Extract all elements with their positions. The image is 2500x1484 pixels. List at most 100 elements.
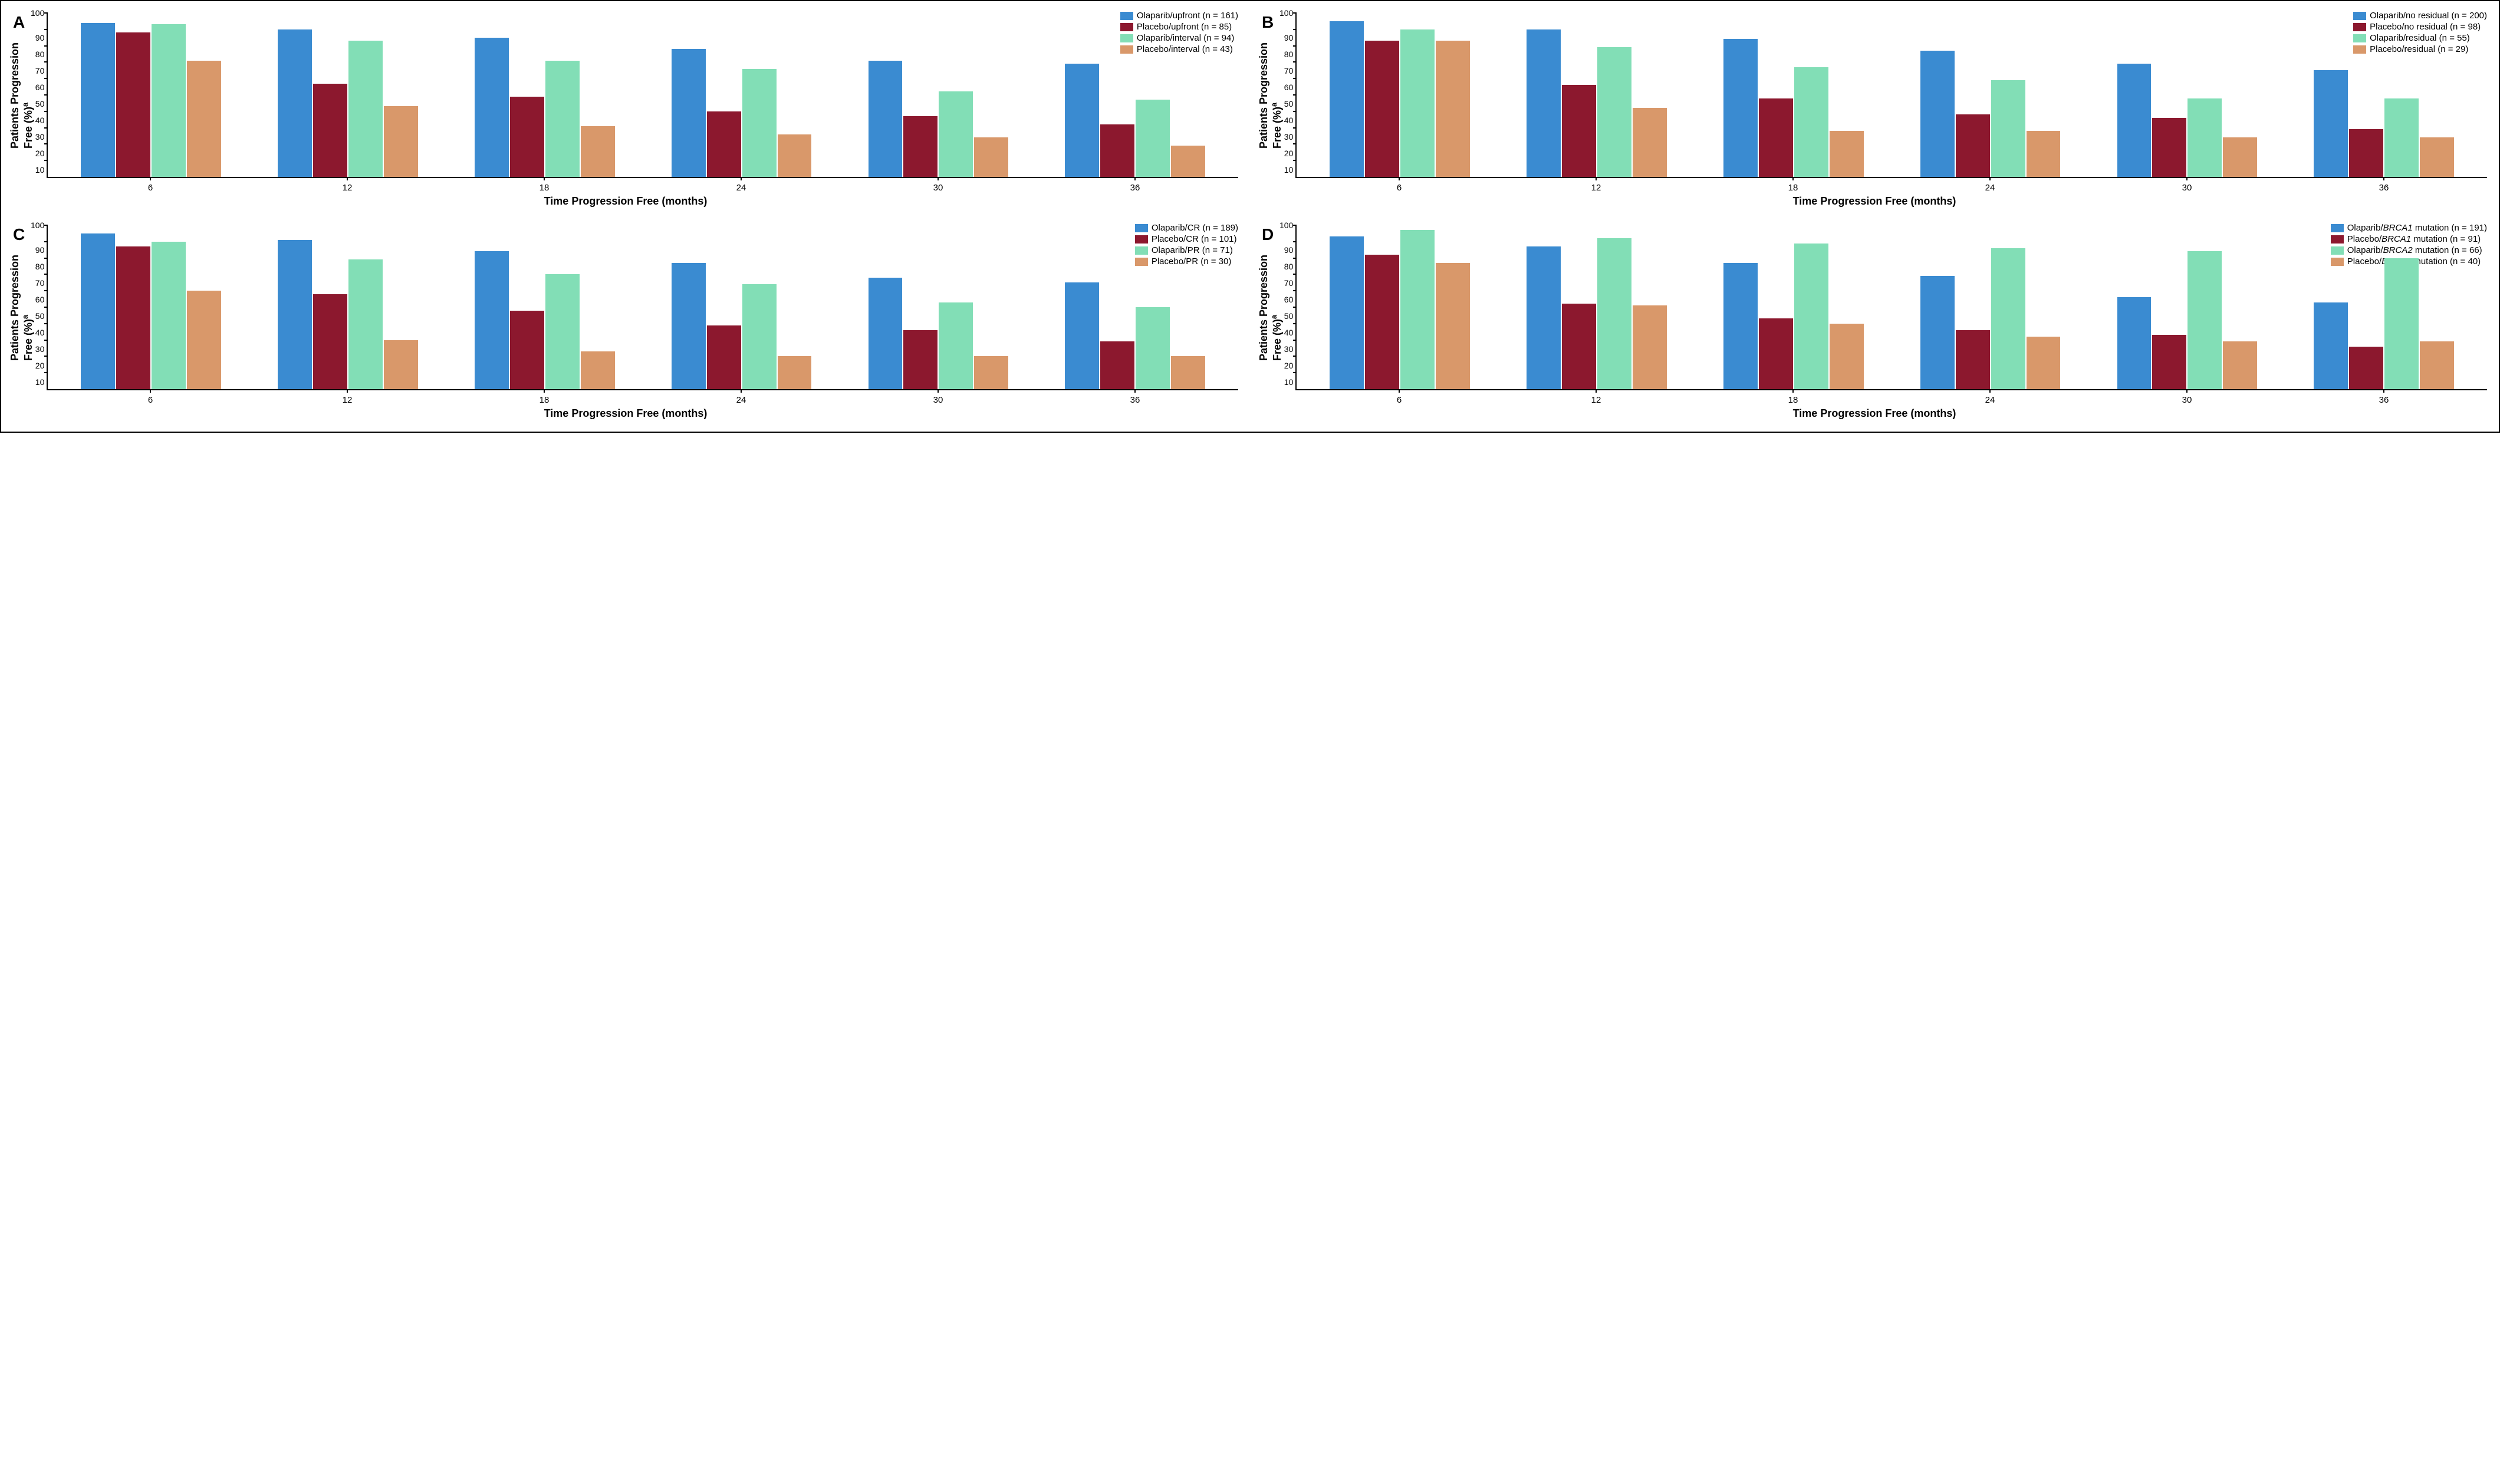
x-tick: 36 <box>2285 390 2482 405</box>
bar <box>2188 98 2222 177</box>
y-tick: 90 <box>1284 34 1294 42</box>
y-tick-mark <box>1293 225 1297 226</box>
bar <box>2027 337 2061 389</box>
y-tick-mark <box>44 241 48 242</box>
x-tick: 36 <box>1037 390 1233 405</box>
y-tick-mark <box>44 274 48 275</box>
y-tick-mark <box>1293 45 1297 47</box>
bar <box>1830 324 1864 389</box>
y-tick-mark <box>1293 160 1297 161</box>
bar <box>1436 263 1470 389</box>
panel-letter: B <box>1262 13 1274 32</box>
bar <box>2117 64 2152 177</box>
bar <box>1991 248 2025 389</box>
x-tick: 18 <box>1695 390 1892 405</box>
y-tick: 30 <box>1284 345 1294 353</box>
x-tick: 12 <box>1498 178 1695 193</box>
y-tick-mark <box>1293 78 1297 79</box>
bar-group <box>1892 13 2089 177</box>
y-tick: 30 <box>35 133 45 141</box>
bar <box>707 325 741 389</box>
x-tick: 6 <box>1301 178 1498 193</box>
y-tick: 60 <box>35 83 45 91</box>
bar <box>1597 47 1631 177</box>
y-tick: 80 <box>1284 50 1294 58</box>
bar <box>939 302 973 389</box>
y-tick: 20 <box>1284 361 1294 370</box>
bar <box>1065 282 1099 389</box>
x-tick: 12 <box>249 390 446 405</box>
bar <box>869 61 903 177</box>
bar <box>545 61 580 177</box>
bar <box>313 294 347 389</box>
y-tick-mark <box>44 45 48 47</box>
bar <box>1759 318 1793 389</box>
x-ticks-row: 61218243036 <box>13 178 1238 193</box>
bar <box>2152 118 2186 177</box>
bar <box>116 32 150 177</box>
bar-group <box>1301 225 1498 389</box>
bar <box>903 330 938 389</box>
bar-group <box>446 225 643 389</box>
y-tick: 40 <box>1284 328 1294 337</box>
y-tick: 40 <box>1284 116 1294 124</box>
bar-group <box>2088 13 2285 177</box>
bar <box>313 84 347 177</box>
bar <box>1527 29 1561 177</box>
bar <box>1365 255 1399 389</box>
bar <box>1830 131 1864 177</box>
bar-group <box>1695 225 1892 389</box>
bar <box>475 38 509 177</box>
bar <box>2384 98 2419 177</box>
bar <box>2223 137 2257 177</box>
bar <box>2349 129 2383 177</box>
y-tick: 60 <box>1284 83 1294 91</box>
bar <box>1723 263 1758 389</box>
y-tick: 100 <box>31 221 44 229</box>
bar <box>869 278 903 389</box>
bar-group <box>840 13 1037 177</box>
y-tick: 10 <box>35 378 45 386</box>
panel-D: DOlaparib/BRCA1 mutation (n = 191)Placeb… <box>1262 225 2487 420</box>
bar <box>1794 67 1828 177</box>
x-axis-label: Time Progression Free (months) <box>1262 407 2487 420</box>
bar <box>1956 330 1990 389</box>
y-tick: 80 <box>1284 262 1294 271</box>
y-tick: 20 <box>35 149 45 157</box>
y-tick-mark <box>1293 356 1297 357</box>
bar <box>2314 302 2348 389</box>
x-tick: 36 <box>1037 178 1233 193</box>
y-tick: 60 <box>1284 295 1294 304</box>
bar <box>1956 114 1990 177</box>
y-tick-mark <box>44 225 48 226</box>
bar-group <box>2285 13 2482 177</box>
x-tick: 36 <box>2285 178 2482 193</box>
y-tick-mark <box>1293 143 1297 144</box>
bar <box>1991 80 2025 177</box>
bar-group <box>1037 13 1233 177</box>
y-tick: 60 <box>35 295 45 304</box>
x-tick: 18 <box>446 178 643 193</box>
bar <box>1065 64 1099 177</box>
y-tick-mark <box>1293 111 1297 112</box>
panel-A: AOlaparib/upfront (n = 161)Placebo/upfro… <box>13 13 1238 208</box>
y-axis-label: Patients ProgressionFree (%)a <box>9 42 35 149</box>
bar <box>187 291 221 389</box>
panel-B: BOlaparib/no residual (n = 200)Placebo/n… <box>1262 13 2487 208</box>
y-tick: 100 <box>1279 221 1293 229</box>
bar <box>1436 41 1470 177</box>
bar <box>1633 108 1667 177</box>
y-tick-mark <box>44 12 48 14</box>
bar <box>1171 146 1205 177</box>
bar-group <box>2088 225 2285 389</box>
bar <box>81 23 115 177</box>
y-tick-mark <box>44 372 48 373</box>
y-tick-mark <box>1293 274 1297 275</box>
x-tick: 24 <box>643 390 840 405</box>
y-tick-mark <box>1293 127 1297 129</box>
y-tick-mark <box>44 258 48 259</box>
plot-area <box>1295 225 2487 390</box>
x-ticks-row: 61218243036 <box>1262 390 2487 405</box>
bar <box>672 263 706 389</box>
bar-group <box>1892 225 2089 389</box>
